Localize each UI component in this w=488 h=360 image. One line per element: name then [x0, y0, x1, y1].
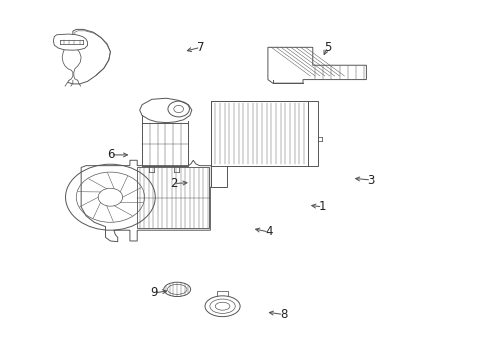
Text: 9: 9: [150, 287, 158, 300]
Text: 2: 2: [170, 177, 177, 190]
Text: 5: 5: [323, 41, 330, 54]
Text: 8: 8: [279, 308, 286, 321]
Text: 1: 1: [318, 201, 325, 213]
Text: 3: 3: [367, 174, 374, 186]
Text: 4: 4: [264, 225, 272, 238]
Text: 6: 6: [106, 148, 114, 161]
Text: 7: 7: [197, 41, 204, 54]
